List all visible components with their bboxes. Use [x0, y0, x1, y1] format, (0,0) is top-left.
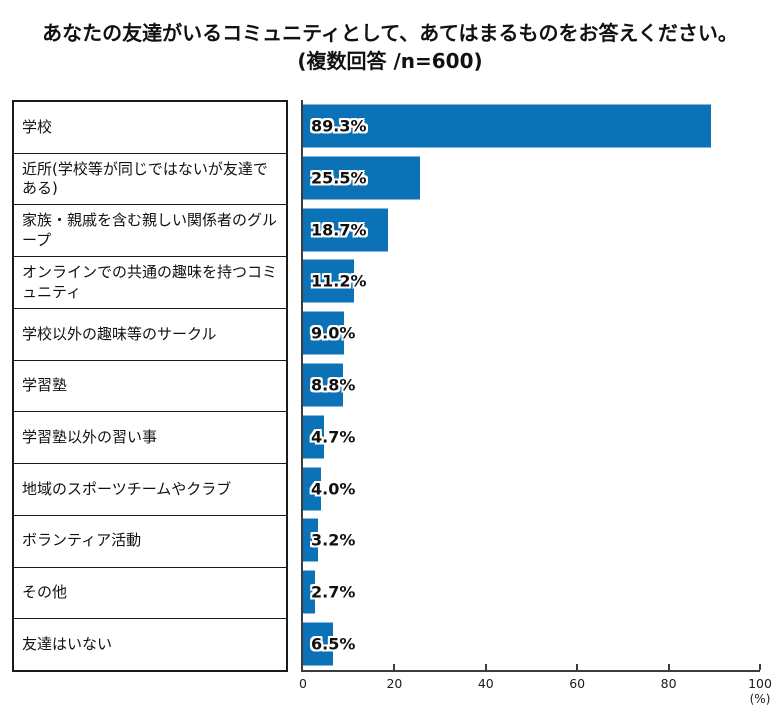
category-label: 家族・親戚を含む親しい関係者のグループ: [22, 211, 278, 249]
x-axis-tick-label: 0: [299, 676, 307, 691]
category-label: 学習塾以外の習い事: [22, 428, 158, 447]
table-row: 学習塾以外の習い事: [14, 412, 286, 465]
bar-row: 4.7%: [303, 411, 760, 463]
table-row: 近所(学校等が同じではないが友達である): [14, 154, 286, 206]
bar: [303, 259, 355, 303]
bar-row: 18.7%: [303, 204, 760, 256]
bar: [303, 156, 420, 200]
bar: [303, 208, 389, 252]
bar-value-label: 25.5%: [311, 168, 367, 188]
bar-row: 9.0%: [303, 307, 760, 359]
bar-value-label: 4.7%: [311, 427, 356, 447]
x-axis-unit-label: (%): [749, 692, 771, 706]
bar: [303, 415, 325, 459]
bar: [303, 622, 333, 666]
bar-value-label: 8.8%: [311, 375, 356, 395]
bar-row: 3.2%: [303, 515, 760, 567]
category-label: オンラインでの共通の趣味を持つコミュニティ: [22, 263, 278, 301]
x-axis-tick-label: 20: [386, 676, 403, 691]
x-axis-tick-label: 80: [660, 676, 677, 691]
category-label: 友達はいない: [22, 634, 113, 653]
table-row: オンラインでの共通の趣味を持つコミュニティ: [14, 257, 286, 309]
bar-row: 11.2%: [303, 255, 760, 307]
x-axis-tick-label: 40: [477, 676, 494, 691]
bar-row: 89.3%: [303, 100, 760, 152]
plot-area: 89.3% 25.5% 18.7% 11.2% 9.0% 8.8% 4.7% 4.0% 3.2%…: [301, 100, 761, 672]
bar-value-label: 4.0%: [311, 479, 356, 499]
category-label: その他: [22, 583, 68, 602]
chart-title-line2: (複数回答 /n=600): [297, 49, 483, 74]
bar-value-label: 3.2%: [311, 530, 356, 550]
bar: [303, 570, 316, 614]
table-row: その他: [14, 568, 286, 620]
category-label: 地域のスポーツチームやクラブ: [22, 479, 232, 498]
table-row: 学校以外の趣味等のサークル: [14, 309, 286, 361]
table-row: 友達はいない: [14, 619, 286, 670]
category-label: ボランティア活動: [22, 531, 142, 550]
category-label: 学習塾: [22, 376, 68, 395]
bar: [303, 518, 318, 562]
table-row: 家族・親戚を含む親しい関係者のグループ: [14, 205, 286, 258]
bar-row: 25.5%: [303, 152, 760, 204]
bar-row: 2.7%: [303, 566, 760, 618]
category-label: 学校以外の趣味等のサークル: [22, 324, 217, 343]
category-label: 近所(学校等が同じではないが友達である): [22, 159, 268, 198]
table-row: ボランティア活動: [14, 516, 286, 568]
x-axis-tick-label: 100: [748, 676, 772, 691]
table-row: 学校: [14, 102, 286, 154]
bar-row: 4.0%: [303, 463, 760, 515]
category-table: 学校近所(学校等が同じではないが友達である) 家族・親戚を含む親しい関係者のグルー…: [12, 100, 288, 672]
bar: [303, 104, 712, 148]
bar: [303, 467, 322, 511]
bar-value-label: 18.7%: [311, 220, 367, 240]
x-axis-tick-label: 60: [569, 676, 586, 691]
bar-row: 6.5%: [303, 618, 760, 670]
bar-value-label: 6.5%: [311, 634, 356, 654]
bar: [303, 311, 345, 355]
table-row: 地域のスポーツチームやクラブ: [14, 464, 286, 516]
bar: [303, 363, 344, 407]
bar-value-label: 2.7%: [311, 582, 356, 602]
x-axis-labels: 0 20 40 60 80 100 (%): [299, 676, 772, 712]
category-label: 学校: [22, 117, 53, 136]
bar-value-label: 89.3%: [311, 116, 367, 136]
bars-container: 89.3% 25.5% 18.7% 11.2% 9.0% 8.8% 4.7% 4.0% 3.2%…: [303, 100, 760, 670]
bar-value-label: 9.0%: [311, 323, 356, 343]
bar-row: 8.8%: [303, 359, 760, 411]
chart-title-line1: あなたの友達がいるコミュニティとして、あてはまるものをお答えください。: [42, 21, 738, 45]
bar-value-label: 11.2%: [311, 271, 367, 291]
chart-title: あなたの友達がいるコミュニティとして、あてはまるものをお答えください。 (複数回…: [0, 19, 780, 76]
table-row: 学習塾: [14, 361, 286, 413]
